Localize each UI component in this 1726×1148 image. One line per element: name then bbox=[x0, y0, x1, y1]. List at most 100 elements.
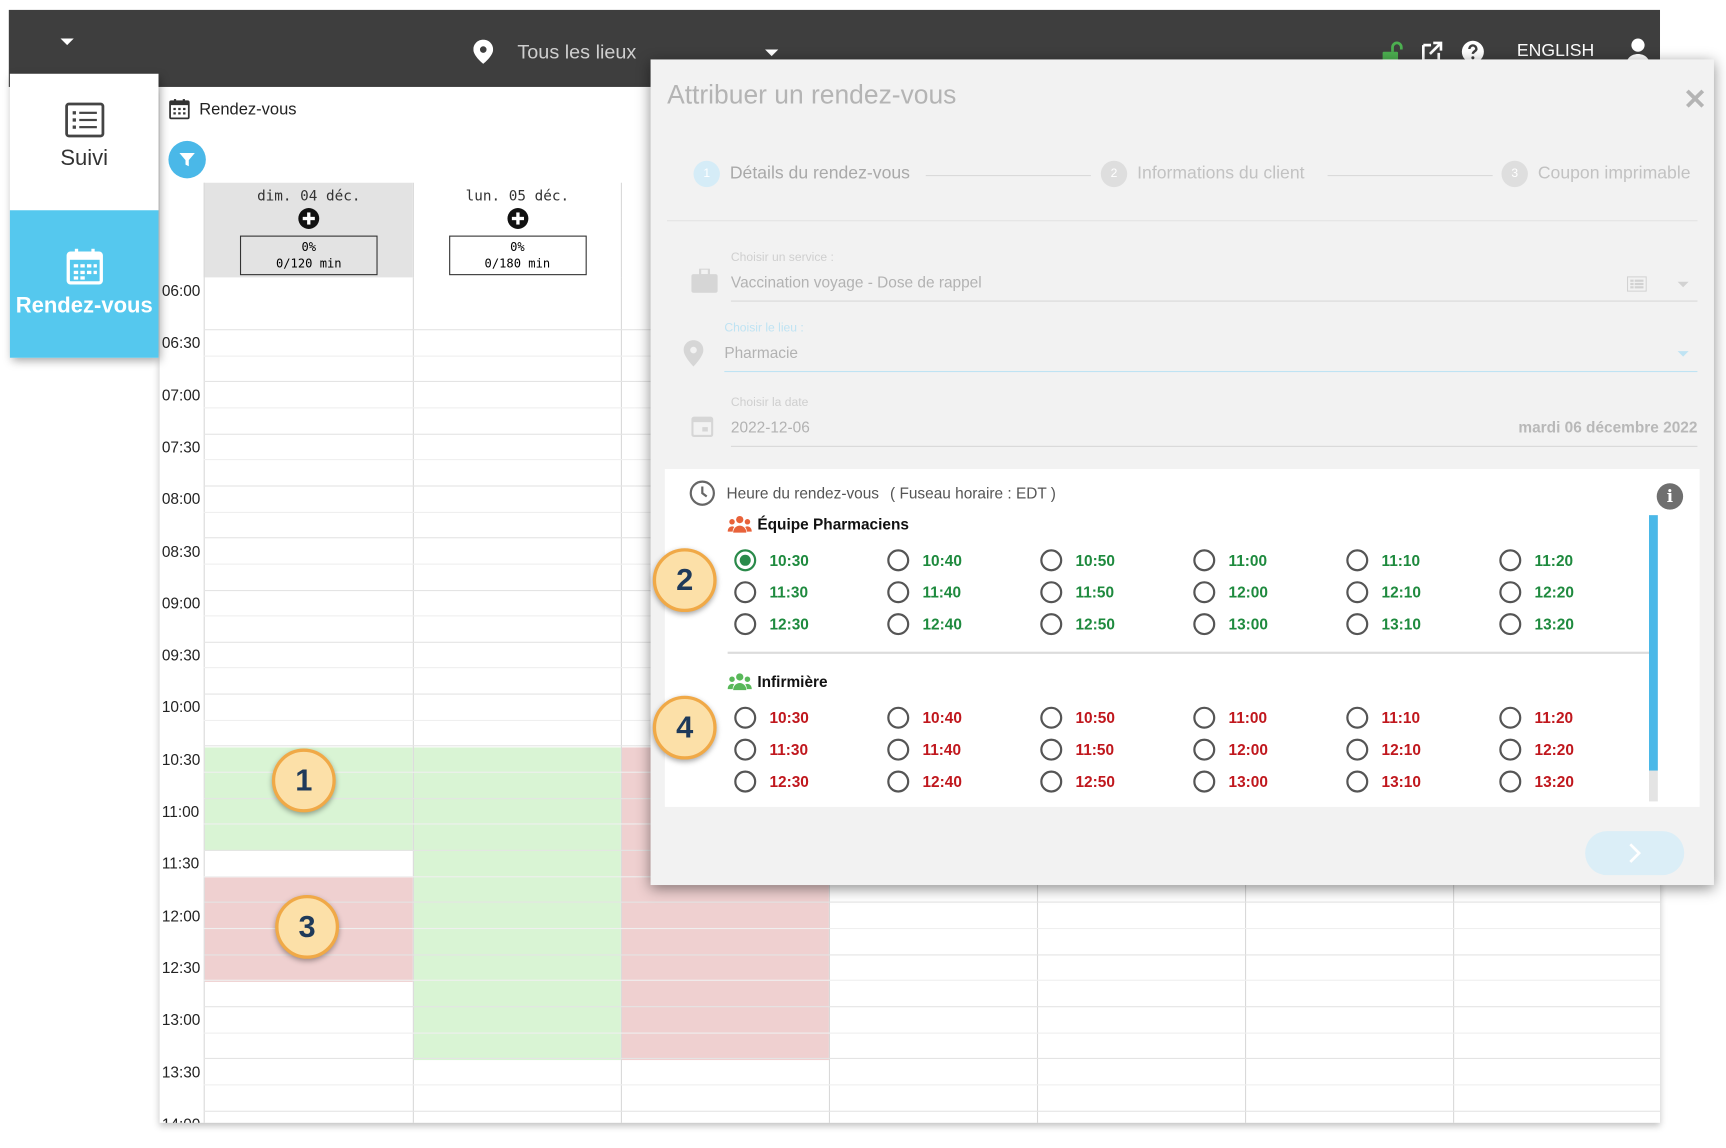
time-slot-option[interactable]: 11:40 bbox=[887, 581, 1040, 604]
radio-button[interactable] bbox=[734, 581, 757, 604]
radio-button[interactable] bbox=[1346, 770, 1369, 793]
list-view-icon[interactable] bbox=[1626, 276, 1647, 292]
radio-button[interactable] bbox=[1040, 770, 1063, 793]
time-slot-option[interactable]: 12:30 bbox=[734, 770, 887, 793]
time-slot-option[interactable]: 11:10 bbox=[1346, 549, 1499, 572]
filter-button[interactable] bbox=[168, 140, 206, 179]
radio-button[interactable] bbox=[1040, 706, 1063, 729]
scrollbar[interactable] bbox=[1648, 515, 1658, 802]
time-slot-option[interactable]: 10:50 bbox=[1040, 706, 1193, 729]
service-dropdown-caret-icon[interactable] bbox=[1677, 281, 1689, 288]
radio-button[interactable] bbox=[1499, 738, 1522, 761]
radio-button[interactable] bbox=[1499, 613, 1522, 636]
radio-button[interactable] bbox=[734, 738, 757, 761]
radio-button[interactable] bbox=[1499, 770, 1522, 793]
time-slot-option[interactable]: 12:10 bbox=[1346, 581, 1499, 604]
close-icon[interactable]: ✕ bbox=[1683, 82, 1708, 116]
time-slot-option[interactable]: 13:10 bbox=[1346, 770, 1499, 793]
step-client-info[interactable]: 2 Informations du client bbox=[1100, 160, 1305, 188]
location-selector[interactable]: Tous les lieux bbox=[517, 40, 637, 63]
radio-button[interactable] bbox=[1346, 613, 1369, 636]
radio-button[interactable] bbox=[887, 738, 910, 761]
radio-button[interactable] bbox=[887, 613, 910, 636]
radio-button[interactable] bbox=[1040, 613, 1063, 636]
step-details[interactable]: 1 Détails du rendez-vous bbox=[693, 160, 910, 188]
info-icon[interactable]: i bbox=[1656, 483, 1684, 510]
radio-button[interactable] bbox=[1346, 738, 1369, 761]
next-button[interactable] bbox=[1585, 831, 1685, 876]
radio-button[interactable] bbox=[1193, 706, 1216, 729]
step-coupon[interactable]: 3 Coupon imprimable bbox=[1501, 160, 1691, 188]
radio-button[interactable] bbox=[1040, 549, 1063, 572]
radio-button[interactable] bbox=[734, 613, 757, 636]
radio-button[interactable] bbox=[1193, 770, 1216, 793]
radio-button[interactable] bbox=[1193, 613, 1216, 636]
time-slot-option[interactable]: 13:20 bbox=[1499, 613, 1652, 636]
radio-button[interactable] bbox=[887, 770, 910, 793]
time-slot-option[interactable]: 11:00 bbox=[1193, 706, 1346, 729]
place-select[interactable]: Choisir le lieu : Pharmacie bbox=[667, 312, 1698, 376]
radio-button[interactable] bbox=[1499, 549, 1522, 572]
time-slot-option[interactable]: 11:50 bbox=[1040, 581, 1193, 604]
radio-button[interactable] bbox=[1193, 549, 1216, 572]
radio-button[interactable] bbox=[1040, 581, 1063, 604]
time-slot-option[interactable]: 10:40 bbox=[887, 549, 1040, 572]
radio-button[interactable] bbox=[1193, 738, 1216, 761]
add-appointment-icon[interactable] bbox=[506, 208, 528, 229]
time-slot-option[interactable]: 11:00 bbox=[1193, 549, 1346, 572]
callout-badge-1: 1 bbox=[271, 748, 336, 813]
time-slot-option[interactable]: 12:20 bbox=[1499, 581, 1652, 604]
time-slot-option[interactable]: 11:10 bbox=[1346, 706, 1499, 729]
time-slot-label: 10:40 bbox=[922, 708, 962, 727]
time-slot-option[interactable]: 11:40 bbox=[887, 738, 1040, 761]
time-slot-option[interactable]: 12:00 bbox=[1193, 581, 1346, 604]
radio-button[interactable] bbox=[1499, 581, 1522, 604]
time-slot-option[interactable]: 12:40 bbox=[887, 613, 1040, 636]
sidebar-item-rendez-vous[interactable]: Rendez-vous bbox=[9, 210, 159, 358]
radio-button[interactable] bbox=[1193, 581, 1216, 604]
time-slot-option[interactable]: 12:10 bbox=[1346, 738, 1499, 761]
time-slot-option[interactable]: 12:00 bbox=[1193, 738, 1346, 761]
time-slot-option[interactable]: 11:20 bbox=[1499, 706, 1652, 729]
radio-button[interactable] bbox=[1040, 738, 1063, 761]
language-toggle[interactable]: ENGLISH bbox=[1516, 41, 1595, 61]
radio-button[interactable] bbox=[1346, 581, 1369, 604]
time-slot-option[interactable]: 11:20 bbox=[1499, 549, 1652, 572]
date-picker[interactable]: Choisir la date 2022-12-06 mardi 06 déce… bbox=[667, 386, 1698, 448]
time-slot-option[interactable]: 11:30 bbox=[734, 581, 887, 604]
time-slot-option[interactable]: 10:30 bbox=[734, 549, 887, 572]
scrollbar-thumb[interactable] bbox=[1648, 515, 1658, 771]
time-slot-option[interactable]: 10:40 bbox=[887, 706, 1040, 729]
time-slot-option[interactable]: 10:50 bbox=[1040, 549, 1193, 572]
time-slot-option[interactable]: 13:10 bbox=[1346, 613, 1499, 636]
help-icon[interactable] bbox=[1461, 40, 1485, 64]
time-slot-option[interactable]: 10:30 bbox=[734, 706, 887, 729]
radio-button[interactable] bbox=[1499, 706, 1522, 729]
time-slot-option[interactable]: 13:00 bbox=[1193, 613, 1346, 636]
time-slot-option[interactable]: 12:40 bbox=[887, 770, 1040, 793]
menu-dropdown-caret-icon[interactable] bbox=[60, 38, 74, 46]
radio-button[interactable] bbox=[1346, 549, 1369, 572]
time-slot-option[interactable]: 12:20 bbox=[1499, 738, 1652, 761]
radio-button[interactable] bbox=[887, 581, 910, 604]
time-slot-option[interactable]: 11:30 bbox=[734, 738, 887, 761]
time-slot-option[interactable]: 12:50 bbox=[1040, 770, 1193, 793]
time-slot-option[interactable]: 12:50 bbox=[1040, 613, 1193, 636]
radio-button[interactable] bbox=[887, 706, 910, 729]
radio-button[interactable] bbox=[734, 770, 757, 793]
time-slot-option[interactable]: 11:50 bbox=[1040, 738, 1193, 761]
time-slot-option[interactable]: 12:30 bbox=[734, 613, 887, 636]
radio-button[interactable] bbox=[734, 549, 757, 572]
time-slot-option[interactable]: 13:00 bbox=[1193, 770, 1346, 793]
sidebar-item-suivi[interactable]: Suivi bbox=[10, 74, 159, 210]
place-dropdown-caret-icon[interactable] bbox=[1677, 351, 1689, 357]
add-appointment-icon[interactable] bbox=[298, 208, 320, 229]
available-block-day2[interactable] bbox=[413, 747, 621, 1061]
location-dropdown-caret-icon[interactable] bbox=[765, 49, 779, 57]
radio-button[interactable] bbox=[734, 706, 757, 729]
radio-button[interactable] bbox=[887, 549, 910, 572]
service-select[interactable]: Choisir un service : Vaccination voyage … bbox=[667, 241, 1698, 303]
time-slot-option[interactable]: 13:20 bbox=[1499, 770, 1652, 793]
step-label: Coupon imprimable bbox=[1537, 164, 1691, 183]
radio-button[interactable] bbox=[1346, 706, 1369, 729]
